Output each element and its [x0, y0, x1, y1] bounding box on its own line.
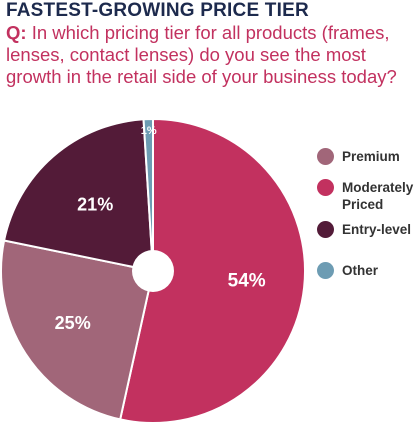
slice-label-entry-level: 21% [77, 195, 113, 215]
survey-question: Q: In which pricing tier for all product… [6, 22, 411, 88]
question-text: In which pricing tier for all products (… [6, 22, 397, 87]
donut-hole [132, 250, 174, 292]
legend-label: Moderately Priced [342, 180, 414, 212]
pie-slice-moderately-priced [118, 117, 306, 424]
question-prefix: Q: [6, 22, 27, 43]
legend-swatch [317, 179, 334, 196]
legend-label: Other [342, 263, 379, 278]
legend-swatch [317, 221, 334, 238]
legend-label: Premium [342, 149, 400, 164]
chart-title: FASTEST-GROWING PRICE TIER [6, 0, 309, 21]
slice-label-other: 1% [141, 125, 157, 137]
slice-label-moderately-priced: 54% [228, 271, 266, 292]
pie-slice-other [142, 117, 154, 272]
legend-label: Entry-level [342, 222, 412, 237]
pie-slice-premium [0, 239, 155, 421]
pie-slice-entry-level [2, 118, 155, 273]
slice-label-premium: 25% [55, 313, 91, 333]
legend-swatch [317, 262, 334, 279]
legend-swatch [317, 148, 334, 165]
